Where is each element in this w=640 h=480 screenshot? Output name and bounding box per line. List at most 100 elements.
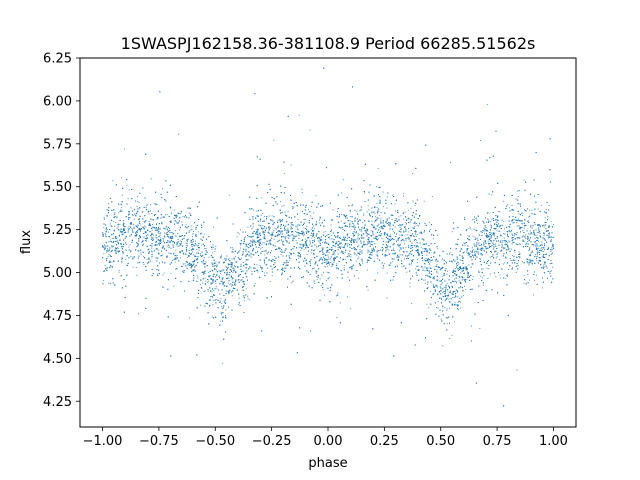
data-point	[337, 247, 339, 248]
data-point	[270, 250, 272, 252]
data-point	[145, 226, 147, 228]
data-point	[473, 249, 475, 251]
data-point	[451, 231, 453, 233]
data-point	[150, 219, 152, 221]
data-point	[275, 228, 277, 230]
data-point	[353, 235, 355, 237]
data-point	[353, 226, 355, 228]
data-point	[406, 271, 408, 273]
data-point	[225, 314, 226, 316]
data-point	[457, 296, 459, 298]
data-point	[458, 279, 460, 281]
data-point	[179, 251, 181, 252]
data-point	[150, 210, 151, 212]
data-point	[284, 251, 285, 253]
data-point	[192, 248, 194, 250]
data-point	[386, 246, 388, 248]
data-point	[202, 262, 204, 264]
data-point	[187, 264, 189, 266]
data-point	[305, 218, 307, 220]
data-point	[115, 240, 117, 242]
data-point	[106, 251, 108, 253]
data-point	[410, 264, 412, 266]
data-point	[283, 267, 285, 269]
data-point	[231, 279, 233, 281]
data-point	[311, 237, 313, 239]
data-point	[322, 289, 324, 291]
data-point	[210, 283, 212, 285]
data-point	[126, 184, 128, 186]
data-point	[233, 264, 235, 266]
data-point	[478, 270, 480, 272]
data-point	[395, 235, 397, 238]
data-point	[167, 230, 169, 232]
data-point	[494, 223, 496, 225]
data-point	[403, 230, 405, 232]
data-point	[392, 261, 394, 263]
data-point	[322, 261, 324, 263]
data-point	[253, 209, 254, 211]
data-point	[530, 224, 532, 226]
data-point	[337, 253, 339, 255]
data-point	[353, 233, 355, 235]
data-point	[370, 229, 372, 231]
data-point	[370, 244, 372, 245]
data-point	[445, 317, 447, 319]
data-point	[472, 276, 474, 278]
data-point	[499, 274, 501, 276]
data-point	[541, 256, 543, 258]
data-point	[309, 244, 311, 246]
data-point	[238, 274, 240, 276]
data-point	[128, 189, 130, 191]
data-point	[539, 248, 541, 250]
data-point	[481, 248, 483, 250]
data-point	[434, 266, 436, 268]
data-point	[533, 294, 534, 296]
data-point	[505, 257, 507, 259]
data-point	[418, 253, 420, 255]
data-point	[470, 228, 472, 230]
data-point	[244, 264, 246, 265]
data-point	[459, 307, 461, 309]
data-point	[114, 250, 116, 252]
data-point	[549, 236, 551, 238]
data-point	[346, 238, 348, 240]
data-point	[280, 230, 282, 232]
data-point	[468, 264, 470, 266]
data-point	[397, 260, 399, 261]
data-point	[203, 233, 205, 235]
data-point	[143, 221, 145, 222]
data-point	[416, 262, 418, 264]
data-point	[347, 244, 349, 246]
data-point	[284, 225, 286, 227]
data-point	[196, 235, 197, 237]
data-point	[486, 103, 488, 105]
data-point	[428, 263, 431, 265]
data-point	[143, 206, 145, 208]
data-point	[337, 292, 339, 294]
data-point	[289, 252, 291, 254]
data-point	[145, 231, 147, 233]
data-point	[417, 269, 419, 271]
data-point	[411, 302, 413, 304]
data-point	[263, 272, 265, 274]
data-point	[531, 262, 533, 264]
data-point	[451, 334, 453, 336]
data-point	[145, 206, 147, 208]
data-point	[474, 251, 476, 253]
data-point	[278, 231, 280, 233]
data-point	[389, 238, 391, 240]
data-point	[158, 235, 160, 238]
data-point	[126, 244, 128, 245]
data-point	[172, 260, 173, 261]
data-point	[213, 226, 214, 228]
data-point	[139, 221, 140, 222]
data-point	[161, 222, 162, 224]
data-point	[415, 246, 417, 248]
data-point	[402, 224, 404, 225]
data-point	[407, 245, 409, 246]
data-point	[350, 225, 352, 227]
data-point	[115, 236, 116, 238]
data-point	[383, 234, 385, 236]
data-point	[537, 248, 539, 249]
